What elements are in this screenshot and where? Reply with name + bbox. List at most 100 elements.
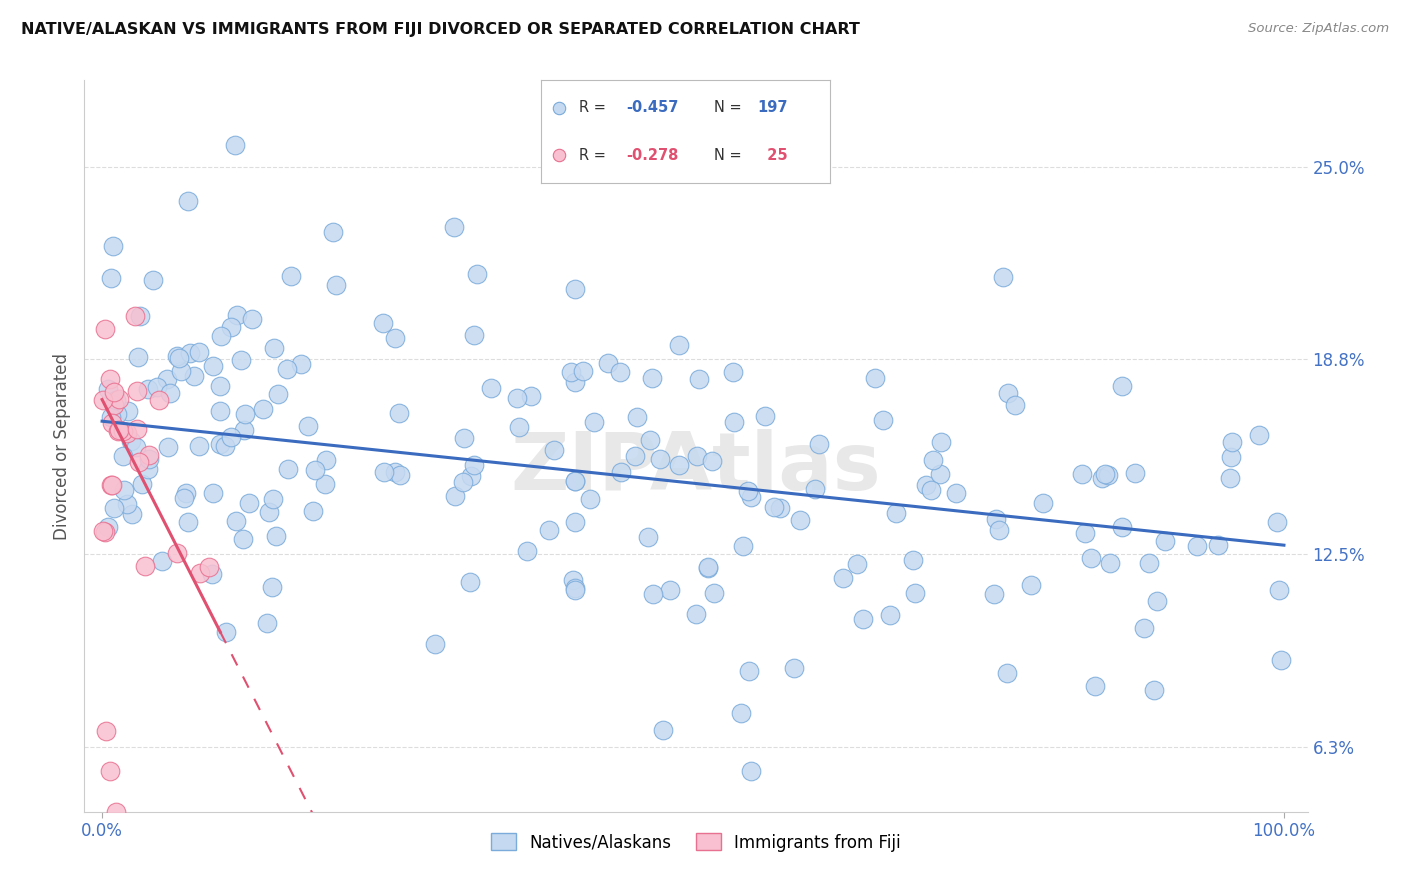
Point [884, 506, 907, 520]
Legend: Natives/Alaskans, Immigrants from Fiji: Natives/Alaskans, Immigrants from Fiji [484, 827, 908, 858]
Point [256, 616, 278, 631]
Point [740, 490, 762, 504]
Point [209, 378, 232, 392]
Point [174, 486, 197, 500]
Point [224, 138, 246, 153]
Point [596, 356, 619, 370]
Point [225, 514, 247, 528]
Point [127, 422, 149, 436]
Point [188, 439, 211, 453]
Point [1019, 578, 1042, 592]
Point [231, 353, 253, 368]
Point [304, 463, 326, 477]
Point [547, 148, 569, 162]
Point [872, 413, 894, 427]
Point [696, 561, 718, 575]
Point [1265, 515, 1288, 529]
Point [214, 439, 236, 453]
Point [648, 451, 671, 466]
Point [138, 448, 160, 462]
Point [845, 558, 868, 572]
Point [1185, 539, 1208, 553]
Point [945, 486, 967, 500]
Point [124, 440, 146, 454]
Point [685, 607, 707, 621]
Point [721, 365, 744, 379]
Point [1132, 621, 1154, 635]
Point [831, 571, 853, 585]
Point [136, 382, 159, 396]
Point [651, 723, 673, 737]
Point [138, 452, 160, 467]
Point [198, 560, 221, 574]
Point [201, 359, 224, 373]
Point [101, 417, 124, 431]
Point [242, 311, 264, 326]
Point [226, 308, 249, 322]
Point [93, 525, 115, 540]
Point [100, 371, 122, 385]
Point [233, 423, 256, 437]
Point [1070, 467, 1092, 482]
Point [98, 764, 121, 779]
Point [668, 458, 690, 472]
Text: N =: N = [714, 148, 747, 162]
Point [564, 582, 586, 596]
Point [384, 331, 406, 345]
Point [1004, 398, 1026, 412]
Point [783, 661, 806, 675]
Point [167, 351, 190, 366]
Point [564, 515, 586, 529]
Point [232, 533, 254, 547]
Point [112, 425, 135, 439]
Point [302, 504, 325, 518]
Point [983, 586, 1005, 600]
Text: R =: R = [579, 101, 610, 115]
Point [929, 435, 952, 450]
Point [134, 559, 156, 574]
Point [723, 415, 745, 429]
Point [146, 380, 169, 394]
Point [1219, 470, 1241, 484]
Point [115, 497, 138, 511]
Point [108, 423, 131, 437]
Point [879, 607, 901, 622]
Point [993, 270, 1015, 285]
Point [516, 543, 538, 558]
Text: 197: 197 [758, 101, 787, 115]
Point [579, 492, 602, 507]
Point [754, 409, 776, 423]
Point [221, 430, 243, 444]
Point [564, 282, 586, 296]
Point [668, 337, 690, 351]
Point [314, 477, 336, 491]
Point [1220, 450, 1243, 464]
Point [188, 566, 211, 580]
Point [388, 407, 411, 421]
Point [479, 381, 502, 395]
Point [463, 458, 485, 473]
Point [1080, 551, 1102, 566]
Point [465, 267, 488, 281]
Point [914, 477, 936, 491]
Point [1111, 378, 1133, 392]
Point [280, 269, 302, 284]
Point [150, 554, 173, 568]
Point [1123, 466, 1146, 480]
Point [131, 476, 153, 491]
Point [142, 273, 165, 287]
Point [643, 587, 665, 601]
Point [388, 468, 411, 483]
Point [177, 515, 200, 529]
Point [1084, 679, 1107, 693]
Point [125, 384, 148, 398]
Point [100, 270, 122, 285]
Point [508, 420, 530, 434]
Point [297, 418, 319, 433]
Point [520, 389, 543, 403]
Point [94, 724, 117, 739]
Point [166, 546, 188, 560]
Point [1097, 467, 1119, 482]
Point [463, 327, 485, 342]
Point [103, 398, 125, 412]
